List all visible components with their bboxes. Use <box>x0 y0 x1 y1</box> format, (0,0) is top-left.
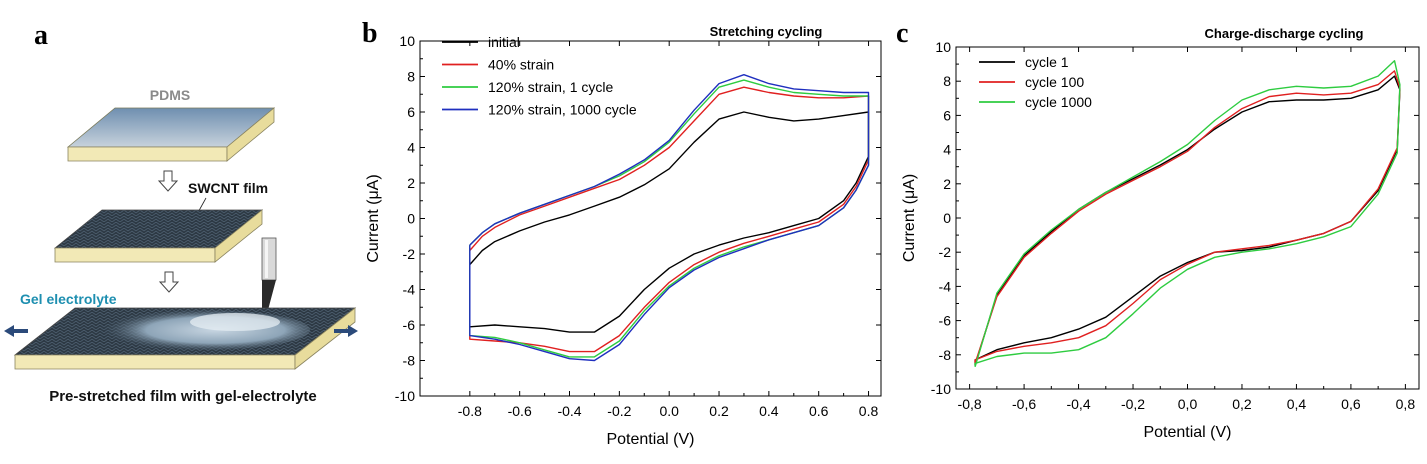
y-tick-label: -6 <box>939 313 952 329</box>
legend-label: cycle 1000 <box>1025 94 1092 110</box>
series-line <box>469 111 870 333</box>
x-tick-label: -0.8 <box>458 403 482 419</box>
legend-label: 120% strain, 1000 cycle <box>488 102 637 118</box>
pdms-label: PDMS <box>150 87 190 103</box>
schematic-caption: Pre-stretched film with gel-electrolyte <box>49 388 317 405</box>
fabrication-schematic: PDMS SWCNT film Gel electrolyte <box>4 87 358 405</box>
x-tick-label: 0,2 <box>1232 396 1252 412</box>
chart-charge-discharge-cycling: -10 -8 -6 -4 -2 0 2 4 6 8 10 -0,8 -0,6 -0,4 -0,2 0,0 0,2… <box>901 26 1420 441</box>
x-tick-label: 0,6 <box>1341 396 1361 412</box>
x-tick-label: -0.2 <box>607 403 631 419</box>
x-tick-label: 0,0 <box>1178 396 1198 412</box>
series-line <box>469 74 870 362</box>
y-tick-label: 0 <box>407 211 415 227</box>
y-tick-label: -6 <box>403 317 416 333</box>
y-tick-label: 0 <box>943 210 951 226</box>
y-tick-label: 8 <box>943 73 951 89</box>
y-tick-label: -8 <box>939 347 952 363</box>
legend-label: cycle 1 <box>1025 54 1069 70</box>
x-axis-label: Potential (V) <box>606 431 694 448</box>
x-tick-label: 0.2 <box>709 403 729 419</box>
down-arrow-icon <box>158 271 180 293</box>
legend-label: cycle 100 <box>1025 74 1084 90</box>
panel-letter-a: a <box>34 20 48 51</box>
x-tick-label: -0,6 <box>1012 396 1036 412</box>
series-line <box>469 79 870 358</box>
y-tick-label: 6 <box>943 107 951 123</box>
y-tick-label: -8 <box>403 353 416 369</box>
y-tick-label: -2 <box>939 244 952 260</box>
series-line <box>469 86 870 353</box>
legend-label: 40% strain <box>488 57 554 73</box>
y-tick-label: -10 <box>395 388 415 404</box>
y-tick-label: -10 <box>931 381 951 397</box>
series-line <box>974 75 1401 366</box>
y-tick-label: 8 <box>407 69 415 85</box>
y-tick-label: -4 <box>403 282 416 298</box>
chart-title: Charge-discharge cycling <box>1205 26 1364 41</box>
chart-title: Stretching cycling <box>710 24 823 39</box>
y-tick-label: 10 <box>399 33 415 49</box>
down-arrow-icon <box>157 170 179 192</box>
swcnt-label: SWCNT film <box>188 180 268 196</box>
swcnt-layer <box>53 209 264 263</box>
stretched-film-layer <box>13 307 357 370</box>
x-tick-label: -0,8 <box>958 396 982 412</box>
y-axis-label: Current (μA) <box>365 174 382 262</box>
x-tick-label: -0,4 <box>1066 396 1090 412</box>
x-tick-label: 0.4 <box>759 403 779 419</box>
stretch-right-arrow-icon <box>334 325 358 337</box>
y-tick-label: 6 <box>407 104 415 120</box>
y-tick-label: -2 <box>403 246 416 262</box>
y-tick-label: -4 <box>939 278 952 294</box>
y-tick-label: 2 <box>943 176 951 192</box>
chart-stretching-cycling: -10 -8 -6 -4 -2 0 2 4 6 8 10 -0.8 -0.6 -0.4 -0.2 0.0 0.2… <box>365 24 882 448</box>
x-axis-label: Potential (V) <box>1143 424 1231 441</box>
series-line <box>974 60 1401 367</box>
y-tick-label: 2 <box>407 175 415 191</box>
y-tick-label: 10 <box>935 39 951 55</box>
y-tick-label: 4 <box>943 142 951 158</box>
pdms-layer <box>66 107 276 162</box>
x-tick-label: 0.6 <box>809 403 829 419</box>
stretch-left-arrow-icon <box>4 325 28 337</box>
x-tick-label: -0.6 <box>508 403 532 419</box>
panel-a: a PDMS SWCNT film <box>0 0 360 464</box>
x-tick-label: 0.8 <box>859 403 879 419</box>
legend-label: 120% strain, 1 cycle <box>488 79 613 95</box>
series-line <box>974 70 1401 364</box>
gel-electrolyte-label: Gel electrolyte <box>20 291 117 307</box>
y-axis-label: Current (μA) <box>901 174 918 262</box>
x-tick-label: 0,4 <box>1287 396 1307 412</box>
x-tick-label: 0.0 <box>659 403 679 419</box>
x-tick-label: 0,8 <box>1396 396 1416 412</box>
legend-label: initial <box>488 34 520 50</box>
x-tick-label: -0,2 <box>1121 396 1145 412</box>
y-tick-label: 4 <box>407 140 415 156</box>
pipette-icon <box>261 237 277 310</box>
x-tick-label: -0.4 <box>557 403 581 419</box>
